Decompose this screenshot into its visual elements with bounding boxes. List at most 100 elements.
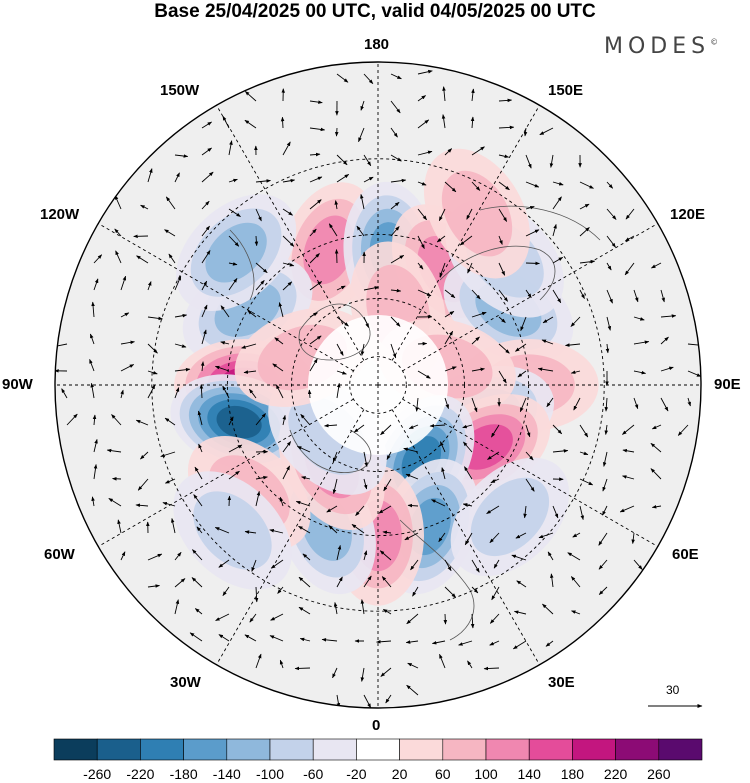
wind-arrow: [633, 559, 643, 570]
wind-arrow: [228, 235, 240, 247]
wind-arrow: [463, 441, 473, 453]
wind-arrow: [417, 150, 433, 156]
wind-arrow: [164, 478, 176, 484]
wind-arrow: [147, 384, 156, 399]
wind-arrow: [417, 235, 425, 250]
wind-arrow: [282, 235, 295, 247]
wind-arrow: [309, 253, 320, 264]
wind-arrow: [222, 385, 230, 399]
colorbar-tick-label: -180: [169, 766, 198, 782]
wind-arrow: [120, 312, 130, 318]
wind-arrow: [111, 414, 122, 426]
wind-arrow: [687, 397, 691, 407]
wind-arrow: [633, 316, 645, 321]
wind-arrow: [516, 580, 527, 588]
wind-arrow: [228, 470, 240, 480]
wind-arrow: [547, 551, 554, 561]
colorbar-tick-label: -100: [255, 766, 285, 782]
wind-arrow: [254, 586, 259, 603]
wind-arrow: [417, 208, 427, 221]
wind-arrow: [351, 524, 365, 534]
wind-arrow: [296, 445, 311, 453]
lon-label-120e: 120E: [670, 206, 706, 223]
wind-arrow: [255, 179, 271, 183]
wind-arrow: [633, 370, 647, 375]
wind-arrow: [519, 397, 527, 413]
wind-arrow: [278, 302, 284, 318]
wind-arrow: [633, 289, 639, 303]
anomaly-center: [450, 457, 570, 577]
wind-arrow: [602, 505, 608, 516]
wind-arrow: [244, 91, 257, 102]
chart-title: Base 25/04/2025 00 UTC, valid 04/05/2025…: [154, 1, 596, 22]
lon-label-30w: 30W: [170, 674, 201, 691]
wind-arrow: [464, 466, 473, 480]
colorbar-tick-label: 220: [603, 766, 628, 782]
lon-label-0: 0: [372, 717, 381, 734]
wind-arrow: [441, 467, 446, 480]
wind-arrow: [417, 69, 433, 75]
wind-arrow: [431, 499, 446, 507]
colorbar-swatch: [226, 738, 271, 761]
wind-arrow: [269, 635, 284, 642]
wind-arrow: [120, 364, 135, 372]
wind-arrow: [135, 503, 149, 508]
wind-arrow: [417, 95, 426, 102]
colorbar-tick-label: -20: [346, 766, 367, 782]
wind-arrow: [309, 127, 326, 132]
wind-arrow: [333, 601, 338, 615]
wind-arrow: [309, 152, 321, 157]
wind-arrow: [471, 397, 478, 413]
wind-arrow: [174, 313, 188, 318]
wind-arrow: [200, 361, 205, 372]
wind-arrow: [201, 200, 210, 210]
wind-arrow: [255, 413, 266, 426]
wind-arrow: [244, 119, 257, 129]
wind-arrow: [199, 384, 204, 399]
wind-arrow: [464, 532, 473, 546]
wind-arrow: [383, 478, 392, 492]
wind-arrow: [390, 255, 405, 264]
wind-arrow: [483, 666, 500, 671]
wind-arrow: [360, 343, 365, 356]
wind-arrow: [625, 208, 635, 220]
wind-arrow: [379, 550, 392, 561]
wind-arrow: [382, 530, 392, 535]
wind-arrow: [552, 449, 569, 453]
meridian: [391, 105, 540, 361]
wind-arrow: [467, 262, 473, 274]
wind-arrow: [579, 203, 590, 210]
wind-arrow: [512, 640, 527, 650]
wind-arrow: [254, 235, 259, 247]
wind-arrow: [631, 532, 635, 545]
wind-arrow: [174, 551, 182, 561]
wind-arrow: [282, 281, 293, 291]
wind-arrow: [444, 397, 449, 410]
wind-arrow: [489, 640, 500, 646]
wind-arrow: [328, 223, 338, 237]
wind-arrow: [247, 310, 257, 318]
wind-arrow: [444, 330, 454, 345]
wind-arrow: [201, 304, 208, 318]
anomaly-contour: [216, 405, 262, 439]
wind-arrow: [570, 576, 581, 588]
wind-arrow: [228, 278, 238, 291]
anomaly-contour: [470, 477, 550, 557]
wind-arrow: [552, 505, 559, 519]
wind-arrow: [403, 447, 419, 453]
wind-arrow: [363, 154, 372, 167]
wind-arrow: [542, 316, 554, 324]
wind-arrow: [462, 503, 473, 507]
wind-arrow: [498, 316, 506, 323]
wind-arrow: [412, 586, 419, 597]
wind-arrow: [228, 416, 234, 426]
wind-arrow: [633, 340, 650, 345]
wind-arrow: [191, 577, 203, 588]
wind-arrow: [602, 478, 608, 492]
wind-arrow: [309, 281, 323, 291]
wind-arrow: [390, 73, 402, 80]
wind-arrow: [660, 289, 665, 303]
wind-arrow: [120, 340, 135, 345]
wind-arrow: [498, 154, 510, 159]
wind-arrow: [552, 257, 564, 264]
